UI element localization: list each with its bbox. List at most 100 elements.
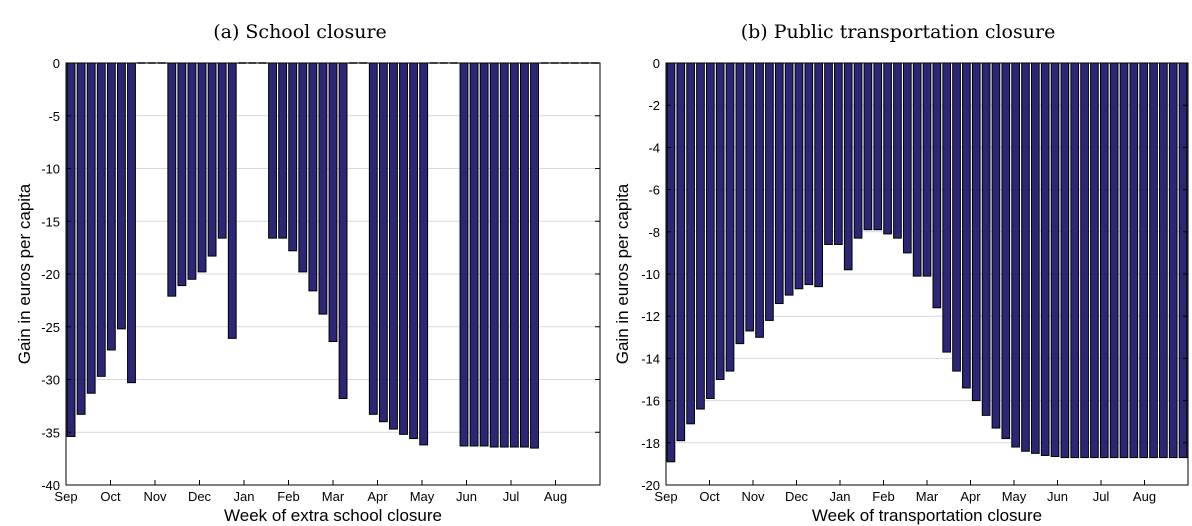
x-tick-label: Oct — [699, 489, 720, 504]
bar — [520, 62, 529, 448]
panel-b-x-axis-label: Week of transportation closure — [812, 506, 1042, 525]
y-tick-label: -35 — [41, 425, 60, 440]
bar — [1030, 62, 1040, 454]
bar — [932, 62, 942, 309]
bar — [227, 62, 237, 339]
bar — [217, 62, 227, 239]
y-tick-label: -10 — [641, 267, 660, 282]
bar — [1139, 62, 1149, 459]
x-tick-label: Feb — [277, 489, 299, 504]
bar — [765, 62, 774, 321]
panel-b-title: (b) Public transportation closure — [741, 21, 1056, 43]
y-tick-label: -20 — [41, 267, 60, 282]
bar — [981, 62, 991, 416]
panel-a-y-axis-label: Gain in euros per capita — [15, 183, 34, 364]
bar — [902, 62, 912, 254]
bar — [1129, 62, 1139, 459]
bar — [893, 62, 902, 239]
bar — [1070, 62, 1080, 459]
bar — [1178, 62, 1188, 459]
bar — [288, 62, 298, 252]
bar — [419, 62, 429, 446]
bar — [1001, 62, 1011, 440]
bar — [715, 62, 725, 380]
bar — [735, 62, 745, 345]
panel-a-title: (a) School closure — [213, 21, 387, 43]
x-tick-label: Apr — [960, 489, 981, 504]
bar — [784, 62, 794, 296]
bar — [1159, 62, 1168, 459]
bar — [127, 62, 136, 384]
bar — [863, 62, 873, 231]
x-tick-label: Aug — [1133, 489, 1156, 504]
y-tick-label: -10 — [41, 162, 60, 177]
bar — [116, 62, 126, 330]
bar — [1109, 62, 1119, 459]
bar — [696, 62, 705, 410]
panel-transportation-closure: (b) Public transportation closure 0 -2 -4 -… — [613, 21, 1189, 525]
x-tick-label: Mar — [322, 489, 345, 504]
x-tick-label: Oct — [100, 489, 121, 504]
y-tick-label: -5 — [48, 109, 60, 124]
bar — [942, 62, 952, 353]
bar — [1099, 62, 1109, 459]
x-tick-label: Jan — [830, 489, 851, 504]
x-tick-label: Jun — [1047, 489, 1068, 504]
y-tick-label: -16 — [641, 394, 660, 409]
bar — [368, 62, 378, 415]
y-tick-label: -18 — [641, 436, 660, 451]
y-tick-label: -20 — [641, 478, 660, 493]
x-tick-label: Jul — [503, 489, 520, 504]
bar — [922, 62, 932, 277]
x-tick-label: Jun — [456, 489, 477, 504]
x-tick-label: May — [410, 489, 435, 504]
bar — [268, 62, 277, 239]
bar — [883, 62, 892, 235]
bar — [399, 62, 408, 435]
x-tick-label: May — [1002, 489, 1027, 504]
y-tick-label: -30 — [41, 373, 60, 388]
bar — [912, 62, 922, 277]
bar — [1168, 62, 1178, 459]
bar — [106, 62, 116, 351]
x-tick-label: Sep — [54, 489, 77, 504]
bar — [308, 62, 318, 292]
bar — [76, 62, 86, 415]
y-tick-label: -2 — [648, 98, 660, 113]
x-tick-label: Sep — [654, 489, 677, 504]
y-tick-label: -15 — [41, 214, 60, 229]
y-tick-label: -14 — [641, 351, 660, 366]
bar — [962, 62, 971, 389]
x-tick-label: Apr — [367, 489, 388, 504]
bar — [725, 62, 735, 372]
y-tick-label: -6 — [648, 183, 660, 198]
x-tick-label: Nov — [741, 489, 765, 504]
x-tick-label: Jan — [234, 489, 255, 504]
bar — [1050, 62, 1060, 458]
bar — [794, 62, 804, 290]
bar — [1119, 62, 1129, 459]
bar — [499, 62, 509, 448]
bar — [177, 62, 187, 287]
bar — [530, 62, 539, 449]
y-tick-label: -4 — [648, 140, 660, 155]
bar — [409, 62, 419, 440]
bar — [66, 62, 76, 437]
bar — [952, 62, 961, 372]
bar — [318, 62, 328, 315]
bar — [489, 62, 499, 448]
y-tick-label: -40 — [41, 478, 60, 493]
bar — [1149, 62, 1158, 459]
bar — [814, 62, 824, 288]
bar — [197, 62, 207, 273]
bar — [824, 62, 833, 245]
bar — [167, 62, 177, 297]
bar — [676, 62, 686, 442]
bar — [298, 62, 308, 273]
bar — [459, 62, 469, 447]
bar — [469, 62, 479, 447]
bar — [686, 62, 695, 425]
bar — [705, 62, 715, 399]
y-tick-label: -25 — [41, 320, 60, 335]
